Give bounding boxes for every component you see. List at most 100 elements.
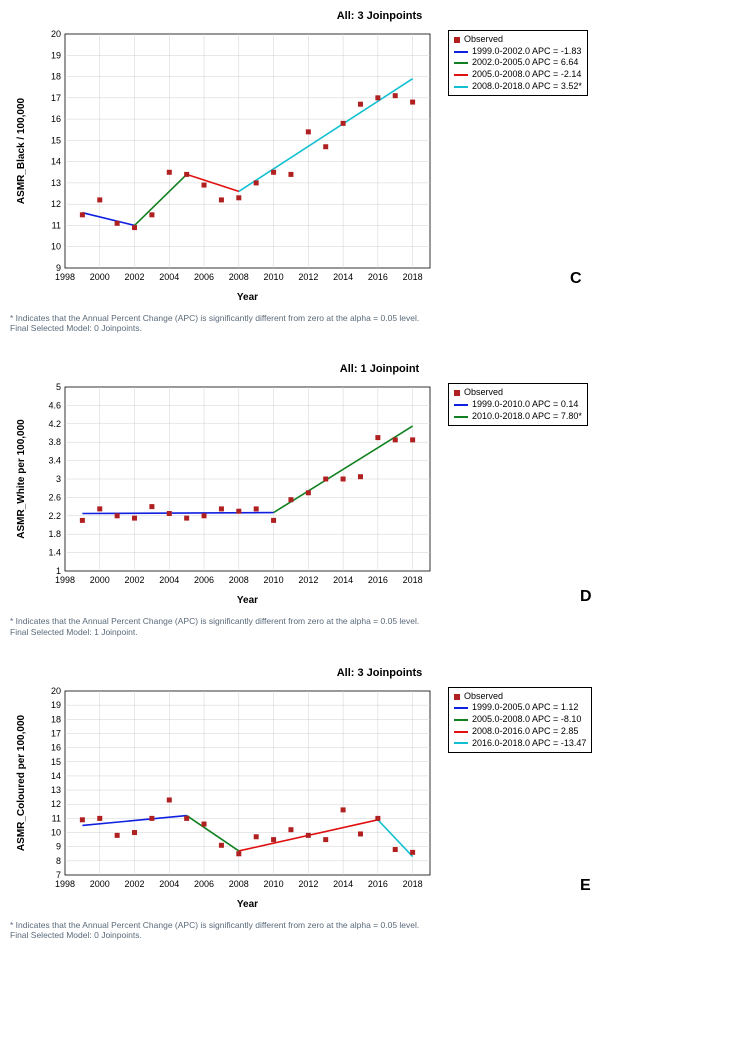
- observed-marker: [306, 833, 311, 838]
- observed-marker: [393, 93, 398, 98]
- observed-marker: [341, 477, 346, 482]
- legend: Observed1999.0-2005.0 APC = 1.122005.0-2…: [448, 687, 592, 753]
- legend-item: 2005.0-2008.0 APC = -2.14: [454, 69, 582, 81]
- observed-marker: [167, 797, 172, 802]
- legend-item: 1999.0-2002.0 APC = -1.83: [454, 46, 582, 58]
- svg-text:2002: 2002: [125, 272, 145, 282]
- observed-marker: [288, 172, 293, 177]
- svg-text:2008: 2008: [229, 272, 249, 282]
- svg-text:16: 16: [51, 742, 61, 752]
- observed-marker: [375, 95, 380, 100]
- observed-marker: [306, 129, 311, 134]
- legend-text: 1999.0-2002.0 APC = -1.83: [472, 46, 581, 58]
- svg-text:2010: 2010: [264, 272, 284, 282]
- legend-line-icon: [454, 416, 468, 418]
- observed-marker: [149, 212, 154, 217]
- svg-text:16: 16: [51, 114, 61, 124]
- chart-E: All: 3 Joinpoints78910111213141516171819…: [10, 667, 739, 940]
- observed-marker: [358, 102, 363, 107]
- svg-text:2012: 2012: [298, 879, 318, 889]
- legend-item: 2016.0-2018.0 APC = -13.47: [454, 738, 586, 750]
- observed-marker: [254, 507, 259, 512]
- observed-marker: [149, 816, 154, 821]
- legend-item: 1999.0-2010.0 APC = 0.14: [454, 399, 582, 411]
- observed-marker: [358, 475, 363, 480]
- legend-line-icon: [454, 86, 468, 88]
- legend-marker-icon: [454, 390, 460, 396]
- observed-marker: [132, 516, 137, 521]
- legend-line-icon: [454, 74, 468, 76]
- legend-marker-icon: [454, 694, 460, 700]
- legend-text: Observed: [464, 691, 503, 703]
- observed-marker: [184, 516, 189, 521]
- chart-title: All: 3 Joinpoints: [10, 10, 739, 22]
- observed-marker: [393, 438, 398, 443]
- svg-text:2012: 2012: [298, 575, 318, 585]
- svg-text:11: 11: [52, 813, 61, 823]
- legend-text: 2005.0-2008.0 APC = -8.10: [472, 714, 581, 726]
- plot-svg: 9101112131415161718192019982000200220042…: [10, 26, 440, 306]
- svg-text:14: 14: [51, 157, 61, 167]
- svg-text:9: 9: [56, 841, 61, 851]
- svg-text:2014: 2014: [333, 272, 353, 282]
- footnote: * Indicates that the Annual Percent Chan…: [10, 313, 739, 333]
- legend-item: 2002.0-2005.0 APC = 6.64: [454, 57, 582, 69]
- observed-marker: [236, 195, 241, 200]
- svg-text:2004: 2004: [159, 879, 179, 889]
- svg-text:2002: 2002: [125, 575, 145, 585]
- svg-text:1.4: 1.4: [48, 548, 61, 558]
- observed-marker: [167, 170, 172, 175]
- observed-marker: [184, 816, 189, 821]
- observed-marker: [184, 172, 189, 177]
- observed-marker: [115, 514, 120, 519]
- svg-text:1998: 1998: [55, 575, 75, 585]
- svg-text:2014: 2014: [333, 879, 353, 889]
- svg-text:2004: 2004: [159, 272, 179, 282]
- svg-text:1998: 1998: [55, 879, 75, 889]
- svg-text:19: 19: [51, 50, 61, 60]
- svg-text:18: 18: [51, 72, 61, 82]
- chart-C: All: 3 Joinpoints91011121314151617181920…: [10, 10, 739, 333]
- legend-text: 2016.0-2018.0 APC = -13.47: [472, 738, 586, 750]
- observed-marker: [132, 830, 137, 835]
- observed-marker: [323, 477, 328, 482]
- svg-text:3.4: 3.4: [48, 456, 61, 466]
- y-axis-label: ASMR_White per 100,000: [16, 419, 27, 539]
- observed-marker: [306, 491, 311, 496]
- chart-D: All: 1 Joinpoint11.41.82.22.633.43.84.24…: [10, 363, 739, 636]
- svg-text:3.8: 3.8: [48, 438, 61, 448]
- svg-text:2014: 2014: [333, 575, 353, 585]
- legend-line-icon: [454, 719, 468, 721]
- legend-line-icon: [454, 742, 468, 744]
- legend-text: 2010.0-2018.0 APC = 7.80*: [472, 411, 582, 423]
- observed-marker: [202, 514, 207, 519]
- svg-text:4.6: 4.6: [48, 401, 61, 411]
- svg-text:20: 20: [51, 686, 61, 696]
- observed-marker: [254, 834, 259, 839]
- observed-marker: [288, 498, 293, 503]
- observed-marker: [97, 507, 102, 512]
- observed-marker: [202, 821, 207, 826]
- svg-text:2018: 2018: [403, 879, 423, 889]
- svg-text:13: 13: [51, 178, 61, 188]
- x-axis-label: Year: [237, 595, 258, 606]
- observed-marker: [410, 850, 415, 855]
- observed-marker: [341, 807, 346, 812]
- observed-marker: [358, 831, 363, 836]
- observed-marker: [219, 507, 224, 512]
- panel-label: D: [580, 588, 592, 606]
- svg-text:2016: 2016: [368, 575, 388, 585]
- trend-segment: [82, 513, 273, 514]
- observed-marker: [323, 144, 328, 149]
- legend-item: 2008.0-2018.0 APC = 3.52*: [454, 81, 582, 93]
- observed-marker: [254, 180, 259, 185]
- observed-marker: [149, 504, 154, 509]
- svg-text:2000: 2000: [90, 575, 110, 585]
- legend-item: 2010.0-2018.0 APC = 7.80*: [454, 411, 582, 423]
- svg-text:2018: 2018: [403, 575, 423, 585]
- svg-text:14: 14: [51, 771, 61, 781]
- footnote: * Indicates that the Annual Percent Chan…: [10, 616, 739, 636]
- svg-text:2000: 2000: [90, 879, 110, 889]
- legend-line-icon: [454, 404, 468, 406]
- observed-marker: [236, 851, 241, 856]
